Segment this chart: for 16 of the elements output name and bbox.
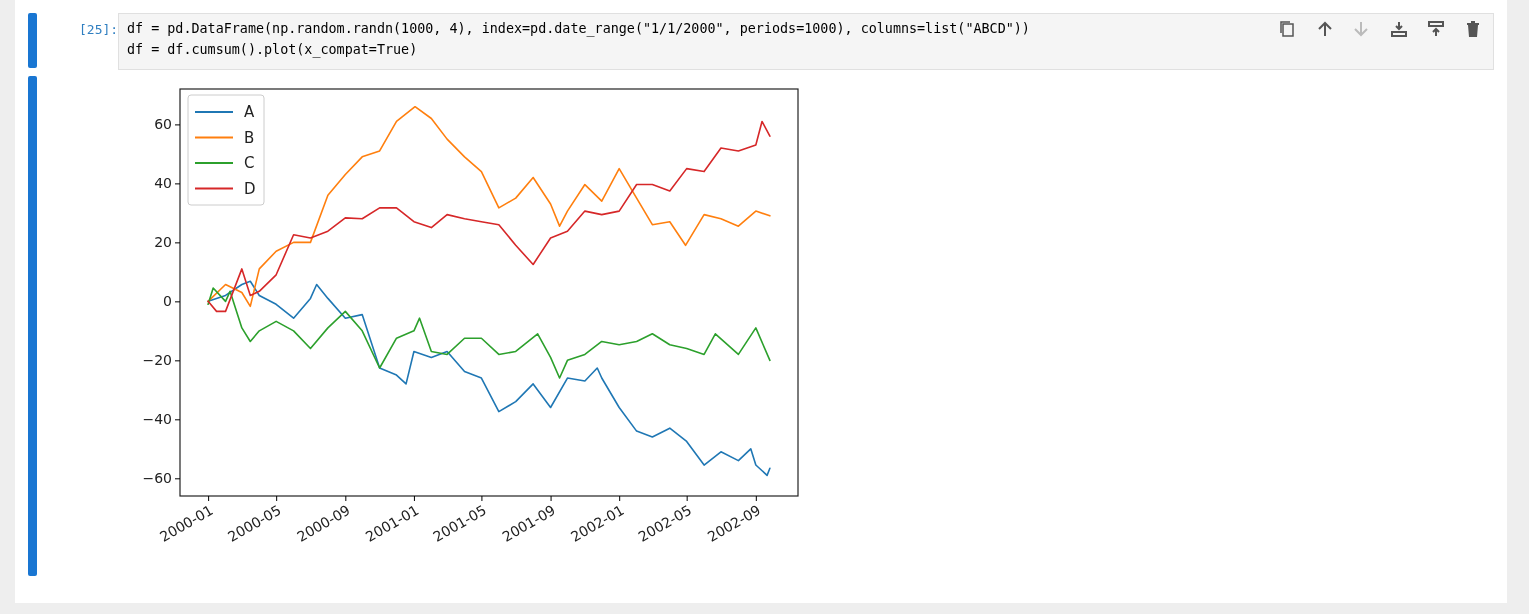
text: df = pd.DataFrame(np.random.randn(1000, 4), index=pd.date_range("1/1/2000", periods=1000), columns=list("ABCD")) — [127, 21, 1030, 36]
y-tick-label: 0 — [163, 293, 172, 310]
line-series — [207, 287, 771, 379]
legend-label: D — [244, 179, 256, 198]
y-tick-label: −20 — [142, 352, 172, 369]
legend-label: B — [244, 128, 255, 147]
y-tick-label: 20 — [154, 234, 172, 251]
text: df = df.cumsum().plot(x_compat=True) — [127, 42, 418, 57]
y-tick-label: 40 — [154, 175, 172, 192]
y-tick-label: 60 — [154, 116, 172, 133]
legend-label: A — [244, 103, 255, 122]
text: [25]: — [79, 22, 119, 37]
y-tick-label: −40 — [142, 411, 172, 428]
line-series — [207, 280, 771, 477]
legend-label: C — [244, 154, 255, 173]
y-tick-label: −60 — [142, 470, 172, 487]
